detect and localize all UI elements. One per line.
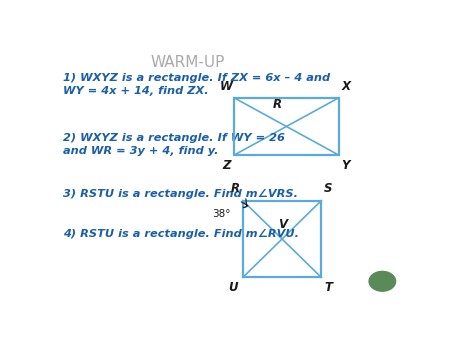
- Text: 1) WXYZ is a rectangle. If ZX = 6x – 4 and
WY = 4x + 14, find ZX.: 1) WXYZ is a rectangle. If ZX = 6x – 4 a…: [63, 73, 330, 96]
- Text: R: R: [231, 183, 240, 195]
- Text: W: W: [220, 80, 233, 93]
- Text: 2) WXYZ is a rectangle. If WY = 26
and WR = 3y + 4, find y.: 2) WXYZ is a rectangle. If WY = 26 and W…: [63, 133, 285, 156]
- Circle shape: [369, 271, 396, 291]
- Text: V: V: [278, 218, 287, 231]
- Text: S: S: [324, 183, 333, 195]
- Text: WARM-UP: WARM-UP: [150, 55, 225, 70]
- Text: Z: Z: [222, 159, 230, 172]
- Text: 4) RSTU is a rectangle. Find m∠RVU.: 4) RSTU is a rectangle. Find m∠RVU.: [63, 229, 299, 239]
- Text: Y: Y: [341, 159, 350, 172]
- Text: T: T: [324, 281, 332, 294]
- Text: R: R: [273, 98, 282, 111]
- Text: X: X: [341, 80, 350, 93]
- Text: 38°: 38°: [212, 209, 230, 219]
- Text: U: U: [228, 281, 238, 294]
- Text: 3) RSTU is a rectangle. Find m∠VRS.: 3) RSTU is a rectangle. Find m∠VRS.: [63, 189, 298, 199]
